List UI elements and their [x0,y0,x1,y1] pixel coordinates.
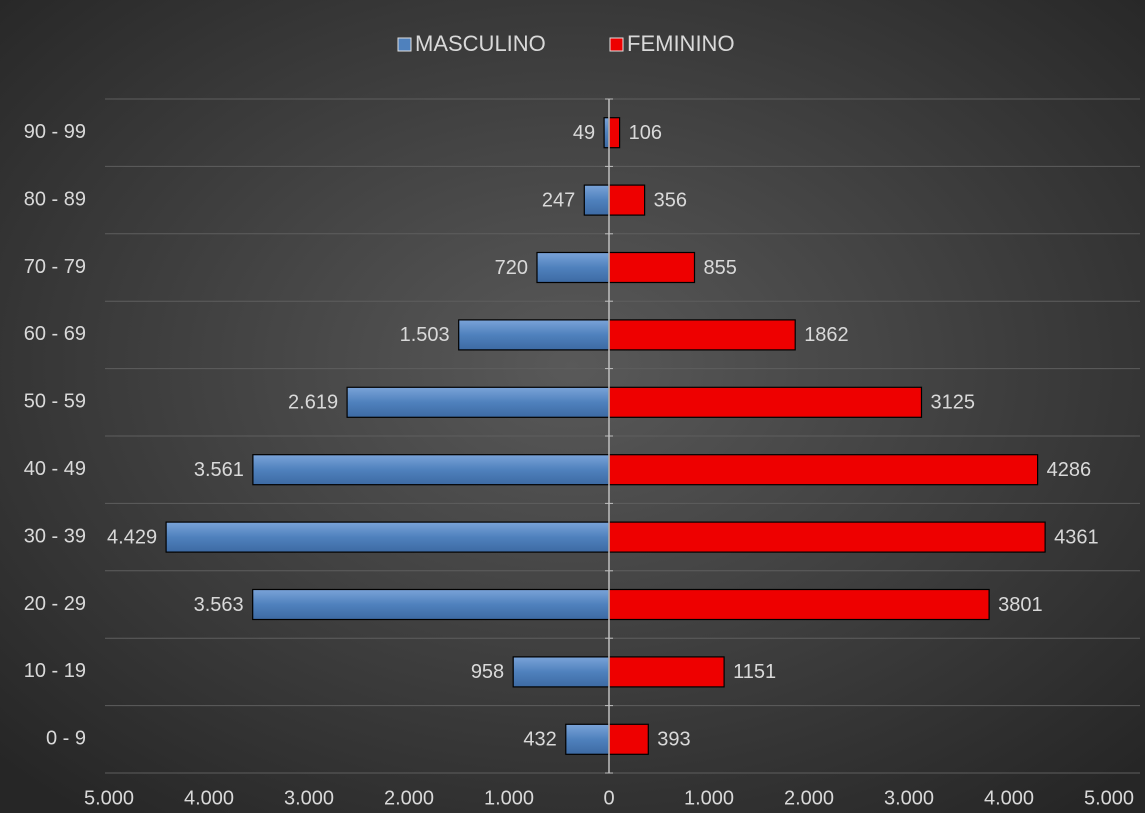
bar [252,454,610,486]
y-tick-label: 30 - 39 [24,525,86,547]
value-label: 4286 [1047,459,1092,481]
bar [346,386,610,418]
bar [608,184,646,216]
y-tick-label: 10 - 19 [24,660,86,682]
bar [608,656,725,688]
y-tick-label: 60 - 69 [24,323,86,345]
y-tick-label: 0 - 9 [46,728,86,750]
value-label: 1.503 [400,324,450,346]
x-tick-label: 3.000 [884,787,934,809]
y-tick-label: 80 - 89 [24,188,86,210]
value-label: 356 [654,189,687,211]
value-label: 855 [704,257,737,279]
value-label: 3.561 [194,459,244,481]
bar [458,319,610,351]
x-tick-label: 2.000 [784,787,834,809]
legend-label: MASCULINO [415,31,546,56]
x-tick-label: 3.000 [284,787,334,809]
value-label: 3801 [998,594,1043,616]
legend-swatch [397,37,412,52]
value-label: 393 [657,729,690,751]
value-label: 49 [573,122,595,144]
x-tick-label: 2.000 [384,787,434,809]
y-tick-label: 50 - 59 [24,391,86,413]
value-label: 2.619 [288,392,338,414]
bar [252,588,610,621]
x-tick-label: 0 [603,787,614,809]
value-label: 432 [523,729,556,751]
bar [608,386,923,418]
bar [565,723,610,755]
legend-swatch [609,37,624,52]
y-tick-label: 70 - 79 [24,256,86,278]
x-tick-label: 5.000 [1084,787,1134,809]
bar [608,588,990,621]
value-label: 4.429 [107,526,157,548]
x-tick-label: 4.000 [984,787,1034,809]
y-tick-label: 40 - 49 [24,458,86,480]
bar [608,454,1039,486]
legend-label: FEMININO [627,31,735,56]
bar [608,521,1046,553]
value-label: 958 [471,661,504,683]
x-tick-label: 5.000 [84,787,134,809]
x-tick-label: 1.000 [684,787,734,809]
value-label: 3.563 [194,594,244,616]
x-tick-label: 1.000 [484,787,534,809]
x-tick-label: 4.000 [184,787,234,809]
y-tick-label: 90 - 99 [24,121,86,143]
bar [536,251,610,284]
value-label: 1862 [804,324,849,346]
value-label: 1151 [733,661,776,683]
value-label: 106 [629,122,662,144]
value-label: 720 [495,257,528,279]
bar [608,251,696,284]
bar [608,319,796,351]
value-label: 4361 [1054,526,1099,548]
value-label: 3125 [931,392,976,414]
bar [608,723,649,755]
bar [583,184,610,216]
bar [608,117,621,149]
bar [165,521,610,553]
value-label: 247 [542,189,575,211]
bar [512,656,610,688]
y-tick-label: 20 - 29 [24,593,86,615]
